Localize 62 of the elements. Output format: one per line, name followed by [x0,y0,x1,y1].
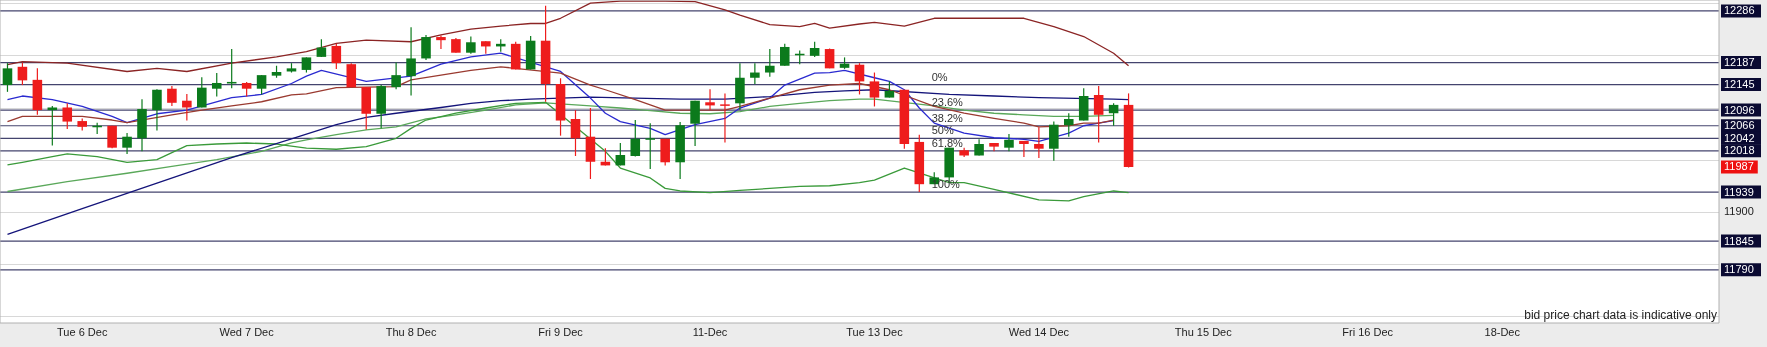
ref-line-label: 11939 [1724,185,1754,198]
candlestick [182,93,192,122]
annotation: 38.2% [931,111,964,124]
ref-line-label: 11845 [1724,234,1754,247]
candlestick [869,71,880,108]
annotation: bid price chart data is indicative only [1524,308,1717,323]
candlestick [256,74,267,96]
candlestick [1063,112,1074,138]
candlestick [421,34,431,61]
candlestick [436,34,446,50]
x-tick-label: Thu 15 Dec [1174,325,1233,338]
candlestick [1093,85,1104,144]
candlestick [346,62,357,88]
candlestick [765,48,775,78]
ref-line-label: 12187 [1724,56,1755,69]
x-tick-label: Tue 6 Dec [57,325,108,338]
ref-line-label: 12042 [1724,131,1755,144]
candlestick [211,72,222,98]
candlestick [406,26,416,97]
candlestick [570,109,581,157]
x-tick-label: Thu 8 Dec [385,325,437,338]
y-tick-label: 11900 [1724,205,1754,218]
ref-line-label: 12145 [1724,78,1755,91]
candlestick [705,88,715,111]
candlestick [331,43,342,70]
x-tick-label: 11-Dec [692,325,728,338]
candlestick [690,100,700,147]
candlestick [17,62,28,86]
annotation: 0% [931,70,948,83]
ref-line-label: 12286 [1724,4,1755,17]
candlestick [630,119,641,158]
x-tick-label: Wed 14 Dec [1008,325,1070,338]
annotation: 61.8% [931,136,964,149]
ref-line-label: 12096 [1724,103,1755,116]
candlestick [152,88,162,132]
candlestick [1019,140,1029,158]
x-tick-label: Wed 7 Dec [219,325,275,338]
ref-line-label: 12018 [1724,144,1755,157]
candlestick [2,62,13,93]
annotation: 50% [931,124,954,137]
candlestick [645,122,656,170]
x-tick-label: Fri 9 Dec [538,325,584,338]
candlestick [750,62,760,85]
x-tick-label: Tue 13 Dec [846,325,904,338]
candlestick [660,138,670,167]
candlestick [391,62,401,90]
annotation: 23.6% [931,96,964,109]
x-tick-label: 18-Dec [1484,325,1521,338]
candlestick [167,85,177,107]
candlestick [720,92,730,144]
y-tick-label: 11987 [1724,160,1754,173]
candlestick [854,62,865,96]
candlestick [47,105,58,147]
candlestick [122,132,132,155]
ref-line-label: 11790 [1724,263,1754,276]
candlestick [197,76,207,109]
candlestick [1108,102,1119,127]
candlestick [62,102,73,130]
ref-line-label: 12066 [1724,119,1755,132]
candlestick [779,43,790,67]
x-tick-label: Fri 16 Dec [1342,325,1394,338]
candlestick [1034,126,1044,159]
